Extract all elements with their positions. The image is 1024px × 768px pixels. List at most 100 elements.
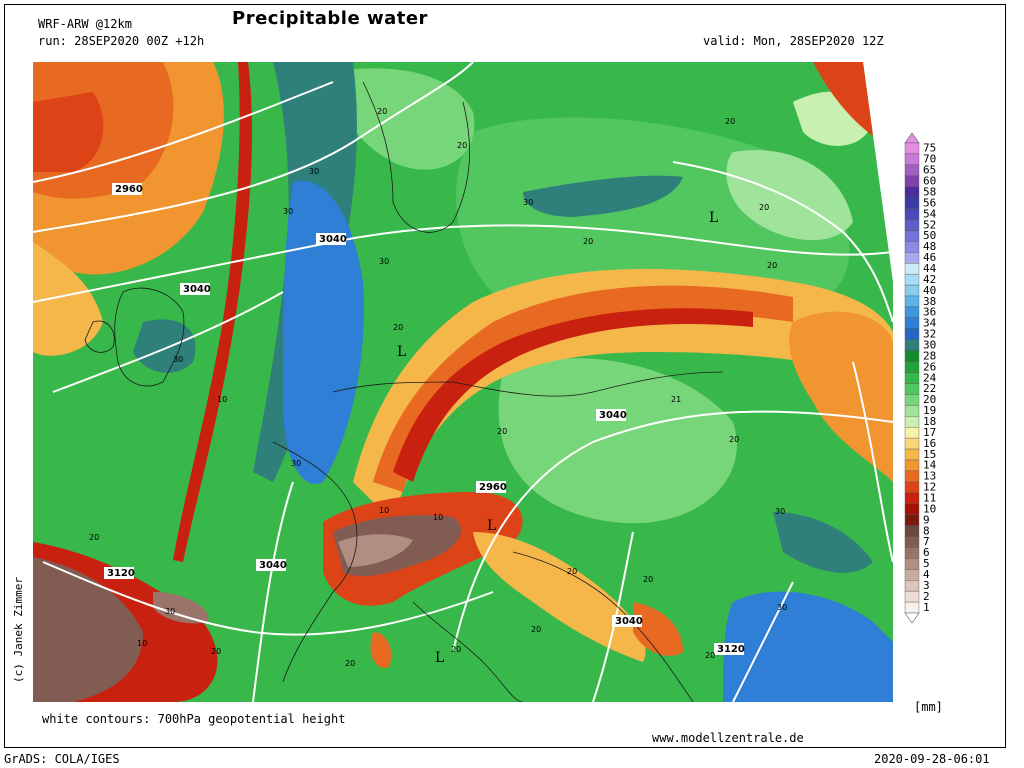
moist-filament <box>173 62 253 562</box>
colorbar-level-label: 11 <box>923 492 936 505</box>
colorbar-swatch <box>904 492 920 504</box>
colorbar-level-label: 3 <box>923 579 930 592</box>
colorbar-level-label: 28 <box>923 349 936 362</box>
colorbar-level-label: 17 <box>923 426 936 439</box>
colorbar-level-label: 48 <box>923 240 936 253</box>
moist-region-ne <box>813 62 883 142</box>
colorbar-swatch <box>904 186 920 198</box>
colorbar-level-label: 1 <box>923 601 930 614</box>
colorbar-swatch <box>904 241 920 253</box>
colorbar-swatch <box>904 339 920 351</box>
colorbar-swatch <box>904 481 920 493</box>
colorbar-level-label: 65 <box>923 164 936 177</box>
colorbar-level-label: 14 <box>923 459 937 472</box>
low-pressure-marker: L <box>397 344 406 360</box>
colorbar-swatch <box>904 208 920 220</box>
colorbar-swatch <box>904 448 920 461</box>
colorbar-swatch <box>904 142 920 155</box>
contour-label: 20 <box>393 323 403 332</box>
coastline-britain <box>114 287 185 387</box>
colorbar-level-label: 16 <box>923 437 936 450</box>
coastline-italy <box>412 601 524 702</box>
contour-label: 10 <box>217 395 227 404</box>
colorbar-swatch <box>904 372 920 384</box>
pressure-label: 3040 <box>183 284 211 295</box>
contour-label: 10 <box>137 639 147 648</box>
moist-region-se <box>723 591 893 702</box>
colorbar-swatch <box>904 405 920 417</box>
author-credit: (c) Janek Zimmer <box>12 577 25 683</box>
contour-line <box>52 291 284 393</box>
colorbar-swatch <box>904 470 920 483</box>
contour-line <box>732 581 794 702</box>
low-pressure-marker: L <box>435 650 444 666</box>
colorbar-level-label: 75 <box>923 142 936 155</box>
colorbar-swatch <box>904 416 920 428</box>
colorbar-swatch <box>904 394 920 406</box>
colorbar-swatch <box>904 547 920 559</box>
pressure-label: 3040 <box>259 560 287 571</box>
contour-label: 10 <box>379 506 389 515</box>
colorbar-swatch <box>904 514 920 526</box>
contour-line <box>852 361 893 563</box>
contour-label: 20 <box>89 533 99 542</box>
moist-region-nw <box>33 92 104 172</box>
moist-patch-baltic <box>523 175 683 217</box>
contour-label: 20 <box>211 647 221 656</box>
contour-label: 30 <box>309 167 319 176</box>
contour-note: white contours: 700hPa geopotential heig… <box>42 712 346 726</box>
colorbar-level-label: 60 <box>923 175 936 188</box>
contour-label: 30 <box>775 507 785 516</box>
contour-label: 20 <box>377 107 387 116</box>
colorbar-swatch <box>904 295 920 308</box>
contour-line <box>42 561 494 636</box>
contour-label: 20 <box>705 651 715 660</box>
colorbar-level-label: 56 <box>923 196 936 209</box>
low-markers: L L L L <box>397 210 718 666</box>
contour-labels: 20 20 20 20 20 20 20 20 20 20 20 20 20 2… <box>89 107 787 668</box>
colorbar-level-label: 2 <box>923 590 930 603</box>
colorbar-level-label: 54 <box>923 207 937 220</box>
colorbar-level-label: 24 <box>923 371 937 384</box>
coastline-adriatic <box>512 551 694 702</box>
colorbar-level-label: 32 <box>923 328 936 341</box>
moist-patch <box>133 319 196 373</box>
contour-label: 10 <box>433 513 443 522</box>
colorbar-bottom-arrow <box>904 612 920 624</box>
contour-line <box>452 410 893 653</box>
contour-label: 30 <box>173 355 183 364</box>
colorbar-level-label: 10 <box>923 502 936 515</box>
colorbar-level-label: 46 <box>923 251 936 264</box>
colorbar-level-label: 20 <box>923 393 936 406</box>
moist-region-balkans <box>473 532 646 662</box>
moist-band-atlantic <box>283 180 364 484</box>
contour-label: 21 <box>671 395 681 404</box>
moist-region-balkans <box>633 602 683 656</box>
colorbar-swatch <box>904 361 920 373</box>
coastline-ireland <box>84 320 115 353</box>
colorbar-swatch <box>904 164 920 176</box>
colorbar-swatch <box>904 426 920 439</box>
coastlines <box>84 81 724 702</box>
colorbar-level-label: 18 <box>923 415 936 428</box>
contour-label: 30 <box>291 459 301 468</box>
colorbar-swatch <box>904 153 920 166</box>
colorbar-swatch <box>904 306 920 319</box>
colorbar-level-label: 19 <box>923 404 936 417</box>
colorbar-swatch <box>904 383 920 395</box>
colorbar-level-label: 38 <box>923 295 936 308</box>
dry-region-sw <box>33 557 143 702</box>
colorbar-swatch <box>904 175 920 187</box>
colorbar-level-label: 26 <box>923 360 936 373</box>
precipitable-water-map: 2960 3040 3040 3040 3040 3120 3040 2960 … <box>33 62 893 702</box>
timestamp-label: 2020-09-28-06:01 <box>874 752 990 766</box>
border-line <box>332 371 724 397</box>
model-label: WRF-ARW @12km <box>38 17 132 31</box>
colorbar-swatch <box>904 219 920 231</box>
moist-region-east <box>789 311 893 482</box>
colorbar-swatch <box>904 569 920 581</box>
colorbar-level-label: 50 <box>923 229 936 242</box>
field-patch <box>498 358 737 524</box>
contour-label: 20 <box>345 659 355 668</box>
contour-label: 20 <box>451 645 461 654</box>
